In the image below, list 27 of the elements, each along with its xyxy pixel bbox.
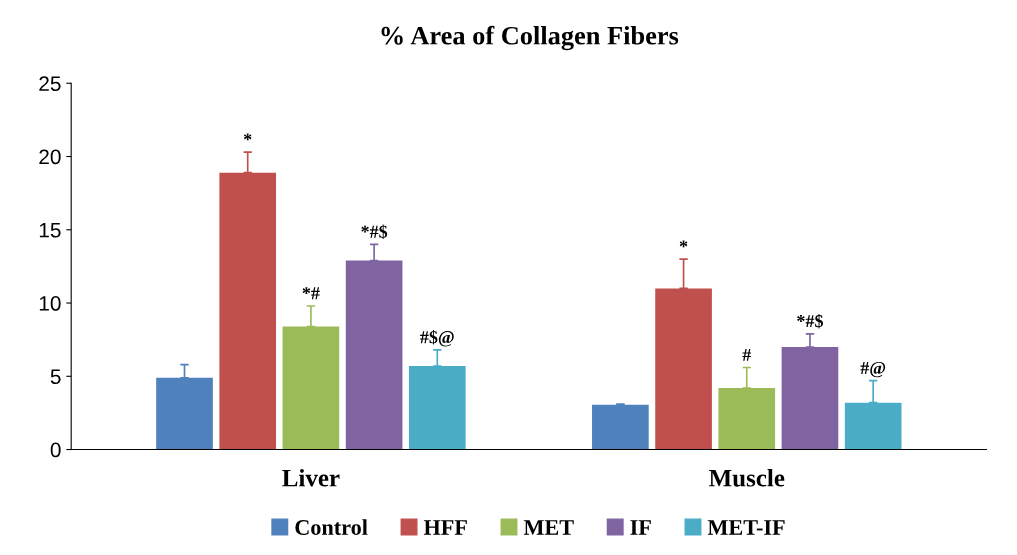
- data-label: *: [679, 240, 688, 248]
- data-label: #: [742, 348, 752, 361]
- data-label: *#: [302, 287, 320, 300]
- bar: [156, 377, 213, 450]
- legend-label: HFF: [423, 520, 467, 535]
- bar: [592, 404, 649, 450]
- y-tick-label: 15: [39, 222, 61, 238]
- bar: [718, 388, 776, 450]
- x-tick-label: Muscle: [709, 468, 785, 487]
- bar: [781, 346, 839, 450]
- data-label: *: [243, 133, 252, 141]
- y-tick-label: 0: [50, 442, 61, 458]
- data-label: #@: [860, 361, 886, 378]
- y-tick-label: 5: [50, 369, 61, 385]
- data-label: #$@: [420, 330, 454, 347]
- data-label: *#$: [361, 224, 388, 240]
- y-tick-label: 10: [39, 296, 61, 311]
- data-label: *#$: [797, 313, 823, 329]
- chart-title: % Area of Collagen Fibers: [381, 25, 679, 51]
- legend-label: Control: [295, 519, 368, 535]
- x-tick-label: Liver: [282, 468, 340, 487]
- y-tick-label: 25: [39, 76, 61, 91]
- legend-label: MET: [523, 520, 574, 535]
- bar: [408, 366, 466, 450]
- y-tick-label: 20: [39, 149, 61, 165]
- legend-label: MET-IF: [707, 520, 785, 535]
- legend-label: IF: [630, 520, 651, 535]
